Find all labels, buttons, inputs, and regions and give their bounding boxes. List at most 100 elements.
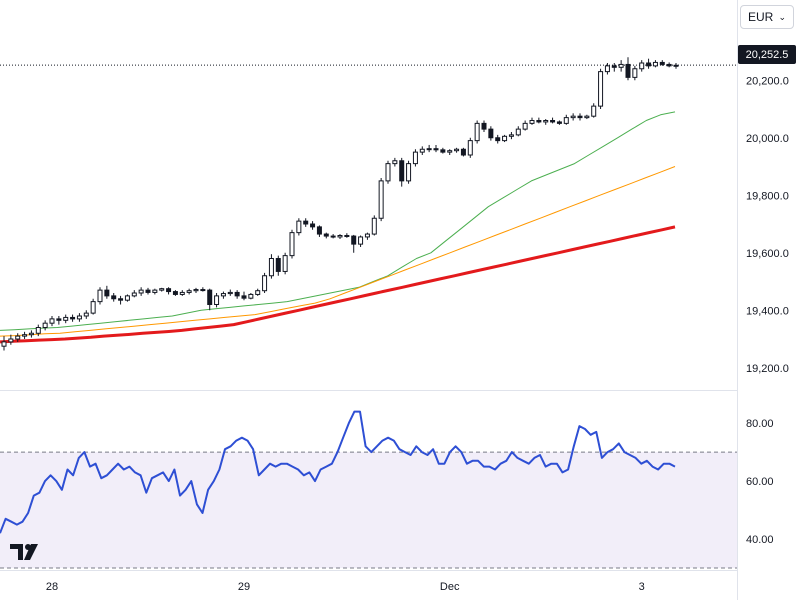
price-tick-label: 19,400.0 <box>746 305 789 317</box>
candle-body <box>35 327 41 334</box>
candle-body <box>584 115 590 119</box>
ma-orange-line <box>0 166 676 337</box>
candle-body <box>632 68 638 78</box>
candle-body <box>145 289 151 293</box>
candle-body <box>131 292 137 297</box>
candle-body <box>364 233 370 238</box>
candle-body <box>611 65 617 68</box>
candle-body <box>563 117 569 124</box>
candlesticks <box>1 57 679 351</box>
candle-body <box>378 180 384 219</box>
candle-body <box>556 121 562 124</box>
candle-body <box>502 135 508 142</box>
candle-body <box>104 289 110 297</box>
candle-body <box>214 295 220 305</box>
candle-body <box>15 335 21 340</box>
candle-body <box>460 148 466 156</box>
candle-body <box>22 334 28 337</box>
time-tick-label: Dec <box>440 581 460 593</box>
candle-body <box>550 120 556 123</box>
candle-body <box>625 63 631 78</box>
candle-body <box>488 128 494 139</box>
rsi-line <box>0 410 676 534</box>
candle-body <box>179 291 185 295</box>
chevron-down-icon: ⌄ <box>778 11 786 22</box>
tradingview-logo-icon <box>10 544 38 560</box>
rsi-tick-label: 60.00 <box>746 476 774 488</box>
candle-body <box>1 341 7 347</box>
candle-body <box>508 134 514 137</box>
candle-body <box>83 312 89 317</box>
candle-body <box>406 163 412 182</box>
candle-body <box>97 289 103 303</box>
candle-body <box>604 65 610 73</box>
candle-body <box>385 163 391 182</box>
candle-body <box>8 338 14 343</box>
candle-body <box>255 290 261 295</box>
candle-body <box>536 120 542 123</box>
candle-body <box>193 289 199 292</box>
candle-body <box>296 220 302 234</box>
candle-body <box>275 258 281 272</box>
candle-body <box>392 160 398 165</box>
candle-body <box>358 236 364 245</box>
candle-body <box>440 149 446 153</box>
candle-body <box>152 289 158 293</box>
candle-body <box>433 148 439 151</box>
grid <box>0 0 738 600</box>
candle-body <box>63 316 69 321</box>
candle-body <box>138 289 144 294</box>
candle-body <box>330 235 336 238</box>
candle-body <box>481 122 487 130</box>
rsi-panel <box>0 410 737 569</box>
candle-body <box>303 220 309 225</box>
moving-averages <box>0 111 676 344</box>
candle-body <box>56 318 62 321</box>
candle-body <box>447 150 453 153</box>
time-tick-label: 3 <box>639 581 645 593</box>
candle-body <box>200 289 206 292</box>
price-tick-label: 19,800.0 <box>746 190 789 202</box>
candle-body <box>371 217 377 235</box>
candle-body <box>412 151 418 165</box>
candle-body <box>639 62 645 70</box>
candle-body <box>351 235 357 245</box>
candle-body <box>618 63 624 68</box>
candle-body <box>652 61 658 67</box>
currency-select[interactable]: EUR ⌄ <box>740 5 794 29</box>
last-price-value: 20,252.5 <box>745 48 789 61</box>
candle-body <box>577 115 583 119</box>
candle-body <box>323 233 329 237</box>
candle-body <box>495 137 501 142</box>
candle-body <box>522 122 528 130</box>
candle-body <box>419 148 425 153</box>
candle-body <box>70 316 76 320</box>
candle-body <box>515 128 521 136</box>
candle-body <box>399 160 405 182</box>
candle-body <box>426 148 432 151</box>
candle-body <box>166 288 172 293</box>
candle-body <box>172 291 178 295</box>
candle-body <box>344 235 350 237</box>
candle-body <box>234 291 240 297</box>
candle-body <box>76 315 82 320</box>
candle-body <box>598 71 604 107</box>
time-tick-label: 29 <box>238 581 250 593</box>
ma-red-line <box>0 225 676 344</box>
ma-green-line <box>0 111 676 331</box>
candle-body <box>474 122 480 142</box>
candle-body <box>467 140 473 156</box>
price-tick-label: 19,200.0 <box>746 363 789 375</box>
candle-body <box>49 318 55 324</box>
price-tick-label: 19,600.0 <box>746 248 789 260</box>
candle-body <box>529 120 535 124</box>
candle-body <box>207 289 213 305</box>
currency-label: EUR <box>748 10 774 24</box>
candle-body <box>646 62 652 67</box>
candle-body <box>159 288 165 291</box>
price-tick-label: 20,000.0 <box>746 133 789 145</box>
candle-body <box>310 223 316 228</box>
candle-body <box>248 293 254 299</box>
